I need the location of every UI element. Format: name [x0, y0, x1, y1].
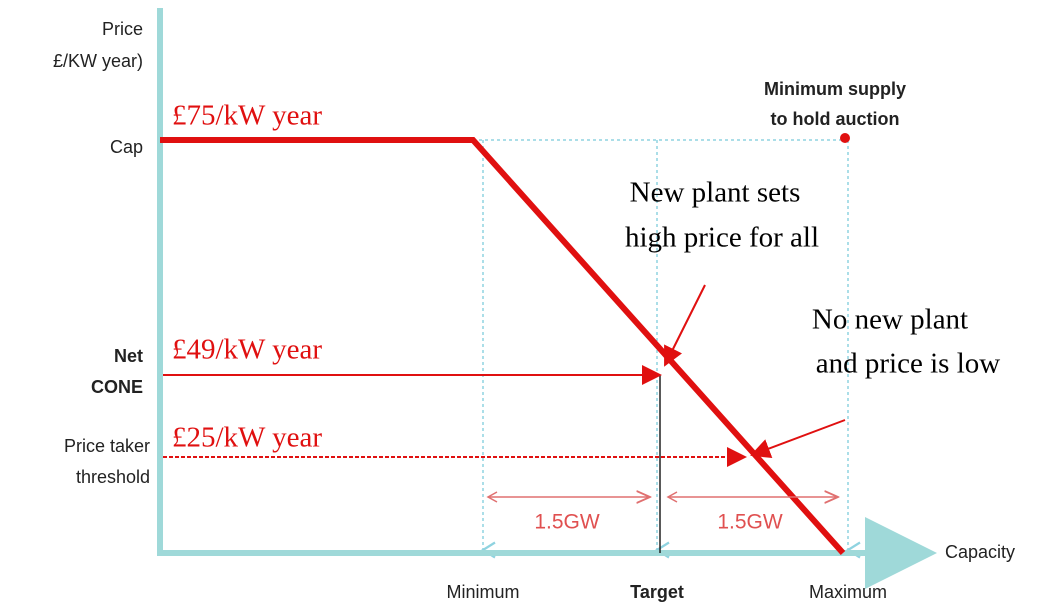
annotation: New plant sets — [630, 177, 801, 209]
annotation: and price is low — [816, 348, 1000, 380]
gap-label: 1.5GW — [534, 511, 600, 534]
y-axis-label: Price — [102, 19, 143, 39]
y-axis-label: £/KW year) — [53, 51, 143, 71]
pointer — [664, 284, 706, 367]
annotation: Minimum supply — [764, 79, 906, 99]
min-supply-dot — [840, 133, 850, 143]
level-label: Net — [114, 346, 143, 366]
annotation: high price for all — [625, 222, 819, 254]
level-label: CONE — [91, 377, 143, 397]
gap-label: 1.5GW — [717, 511, 783, 534]
level-label: Cap — [110, 137, 143, 157]
price-label: £75/kW year — [172, 100, 322, 132]
pointer — [750, 419, 846, 459]
price-label: £25/kW year — [172, 422, 322, 454]
x-point-label: Minimum — [446, 582, 519, 602]
level-label: threshold — [76, 467, 150, 487]
x-point-label: Target — [630, 582, 684, 602]
x-axis-label: Capacity — [945, 542, 1015, 562]
level-label: Price taker — [64, 436, 150, 456]
annotation: to hold auction — [771, 109, 900, 129]
x-point-label: Maximum — [809, 582, 887, 602]
price-label: £49/kW year — [172, 334, 322, 366]
gap-arrow-head — [666, 491, 678, 503]
annotation: No new plant — [812, 304, 968, 336]
supply-curve — [160, 137, 846, 556]
gap-arrow-head — [486, 491, 498, 503]
